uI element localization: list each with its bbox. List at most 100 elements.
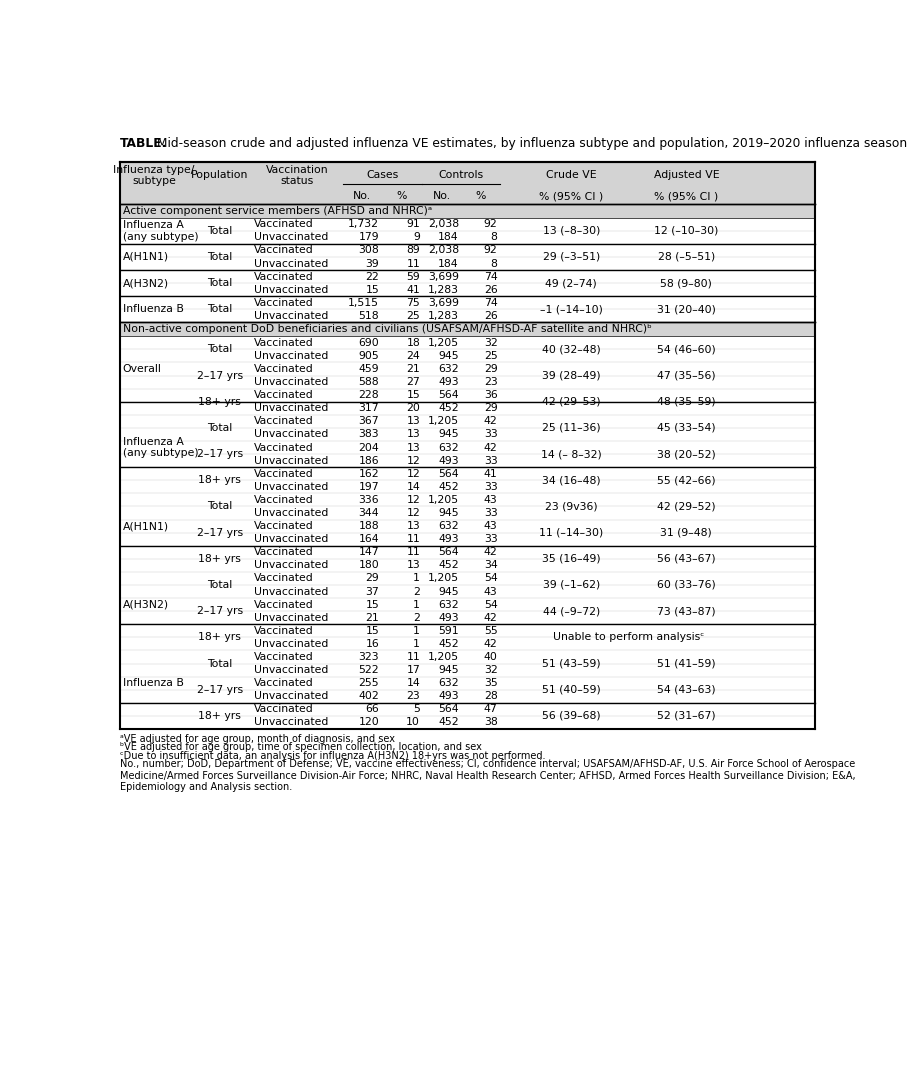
Text: Total: Total — [207, 344, 232, 354]
Text: 11: 11 — [406, 548, 420, 558]
Text: 34 (16–48): 34 (16–48) — [541, 475, 600, 486]
Text: Unvaccinated: Unvaccinated — [254, 455, 328, 466]
Text: 228: 228 — [358, 390, 379, 400]
Text: 43: 43 — [484, 521, 497, 531]
Bar — [120, 702, 814, 715]
Text: Total: Total — [207, 659, 232, 669]
Text: 41: 41 — [484, 468, 497, 479]
Text: 2–17 yrs: 2–17 yrs — [197, 607, 242, 616]
Text: Vaccinated: Vaccinated — [254, 652, 313, 662]
Bar — [120, 637, 814, 650]
Text: 493: 493 — [438, 377, 458, 387]
Text: 13: 13 — [406, 442, 420, 453]
Text: 92: 92 — [484, 219, 497, 230]
Text: 15: 15 — [365, 284, 379, 295]
Bar — [120, 389, 814, 402]
Text: 690: 690 — [358, 338, 379, 347]
Text: 37: 37 — [365, 587, 379, 597]
Text: 2–17 yrs: 2–17 yrs — [197, 449, 242, 460]
Text: 42: 42 — [484, 548, 497, 558]
Text: 22: 22 — [365, 271, 379, 282]
Text: 74: 74 — [484, 271, 497, 282]
Text: Unvaccinated: Unvaccinated — [254, 258, 328, 269]
Bar — [120, 598, 814, 611]
Text: 2,038: 2,038 — [427, 245, 458, 256]
Text: 54 (46–60): 54 (46–60) — [656, 344, 715, 354]
Bar — [120, 467, 814, 480]
Text: %: % — [396, 192, 406, 201]
Text: 34: 34 — [484, 561, 497, 571]
Bar — [120, 676, 814, 689]
Text: 12 (–10–30): 12 (–10–30) — [653, 225, 718, 236]
Text: 91: 91 — [406, 219, 420, 230]
Text: 29: 29 — [484, 364, 497, 374]
Text: 5: 5 — [413, 705, 420, 714]
Bar — [120, 376, 814, 389]
Bar — [120, 402, 814, 415]
Text: Cases: Cases — [366, 170, 398, 181]
Text: 29: 29 — [484, 403, 497, 413]
Text: Vaccinated: Vaccinated — [254, 390, 313, 400]
Text: 43: 43 — [484, 587, 497, 597]
Text: 31 (9–48): 31 (9–48) — [660, 527, 711, 538]
Text: Unvaccinated: Unvaccinated — [254, 665, 328, 675]
Text: 16: 16 — [365, 639, 379, 649]
Bar — [120, 546, 814, 559]
Text: 41: 41 — [406, 284, 420, 295]
Text: Unvaccinated: Unvaccinated — [254, 481, 328, 492]
Text: 33: 33 — [484, 481, 497, 492]
Text: 36: 36 — [484, 390, 497, 400]
Text: Unvaccinated: Unvaccinated — [254, 403, 328, 413]
Text: 55: 55 — [484, 626, 497, 636]
Text: 493: 493 — [438, 535, 458, 544]
Text: 47: 47 — [484, 705, 497, 714]
Text: 383: 383 — [358, 429, 379, 440]
Text: Influenza A
(any subtype): Influenza A (any subtype) — [122, 437, 198, 458]
Text: 13: 13 — [406, 561, 420, 571]
Text: 12: 12 — [406, 468, 420, 479]
Text: 2–17 yrs: 2–17 yrs — [197, 527, 242, 538]
Text: 21: 21 — [406, 364, 420, 374]
Text: 23: 23 — [484, 377, 497, 387]
Bar — [120, 506, 814, 519]
Text: 1,515: 1,515 — [348, 297, 379, 308]
Text: 58 (9–80): 58 (9–80) — [660, 278, 711, 289]
Text: 33: 33 — [484, 429, 497, 440]
Text: 51 (40–59): 51 (40–59) — [541, 685, 600, 695]
Text: 945: 945 — [438, 351, 458, 360]
Bar — [120, 283, 814, 296]
Text: 179: 179 — [358, 232, 379, 243]
Text: Influenza type/
subtype: Influenza type/ subtype — [113, 164, 194, 186]
Text: 452: 452 — [438, 481, 458, 492]
Text: 188: 188 — [358, 521, 379, 531]
Text: Total: Total — [207, 225, 232, 236]
Text: 564: 564 — [438, 390, 458, 400]
Bar — [120, 309, 814, 322]
Text: 204: 204 — [358, 442, 379, 453]
Text: Total: Total — [207, 423, 232, 433]
Text: 184: 184 — [438, 232, 458, 243]
Text: Population: Population — [191, 170, 248, 181]
Text: 402: 402 — [358, 692, 379, 701]
Text: Total: Total — [207, 304, 232, 315]
Text: 27: 27 — [406, 377, 420, 387]
Bar — [120, 480, 814, 493]
Text: Vaccinated: Vaccinated — [254, 678, 313, 688]
Text: 13: 13 — [406, 521, 420, 531]
Text: 51 (43–59): 51 (43–59) — [541, 659, 600, 669]
Text: Vaccinated: Vaccinated — [254, 219, 313, 230]
Text: 10: 10 — [405, 718, 420, 727]
Text: Total: Total — [207, 278, 232, 289]
Text: A(H3N2): A(H3N2) — [122, 278, 169, 289]
Text: 89: 89 — [406, 245, 420, 256]
Text: 945: 945 — [438, 587, 458, 597]
Text: Unvaccinated: Unvaccinated — [254, 692, 328, 701]
Text: 42: 42 — [484, 613, 497, 623]
Text: 8: 8 — [490, 258, 497, 269]
Text: 26: 26 — [484, 310, 497, 321]
Text: 20: 20 — [405, 403, 420, 413]
Text: 52 (31–67): 52 (31–67) — [656, 711, 715, 721]
Text: Influenza A
(any subtype): Influenza A (any subtype) — [122, 220, 198, 242]
Text: Influenza B: Influenza B — [122, 678, 183, 688]
Text: 25: 25 — [484, 351, 497, 360]
